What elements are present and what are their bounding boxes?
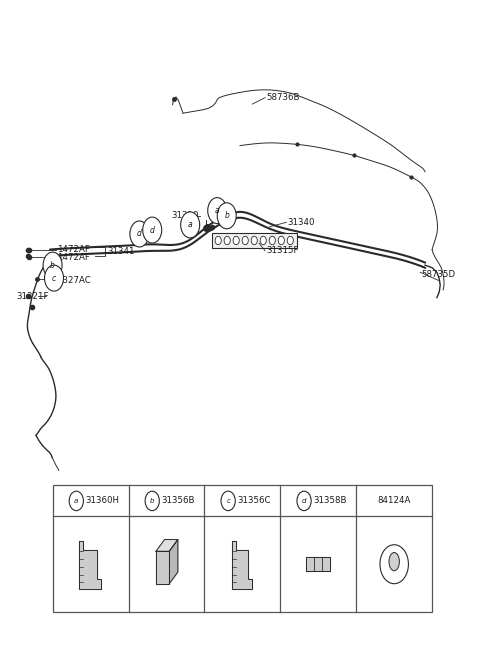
Circle shape bbox=[145, 491, 159, 511]
Text: 31360H: 31360H bbox=[86, 496, 120, 506]
Text: b: b bbox=[224, 212, 229, 220]
Circle shape bbox=[215, 236, 221, 245]
Text: 58735D: 58735D bbox=[421, 270, 456, 279]
Circle shape bbox=[143, 217, 162, 243]
Circle shape bbox=[43, 252, 62, 278]
Circle shape bbox=[224, 236, 230, 245]
Polygon shape bbox=[156, 540, 178, 552]
Text: d: d bbox=[302, 498, 306, 504]
Bar bbox=[53, 485, 432, 612]
Text: d: d bbox=[137, 229, 142, 238]
Circle shape bbox=[217, 203, 236, 229]
Text: 1472AF: 1472AF bbox=[57, 245, 90, 254]
Polygon shape bbox=[79, 542, 101, 589]
Ellipse shape bbox=[389, 553, 399, 571]
Polygon shape bbox=[169, 540, 178, 584]
Text: a: a bbox=[215, 206, 219, 215]
Text: 31315F: 31315F bbox=[266, 246, 299, 255]
Circle shape bbox=[269, 236, 276, 245]
Circle shape bbox=[130, 221, 149, 247]
Circle shape bbox=[242, 236, 248, 245]
Text: 31310: 31310 bbox=[171, 212, 199, 220]
Text: 31358B: 31358B bbox=[313, 496, 347, 506]
Text: 58736B: 58736B bbox=[266, 93, 300, 102]
Circle shape bbox=[287, 236, 293, 245]
Circle shape bbox=[233, 236, 240, 245]
Circle shape bbox=[278, 236, 284, 245]
Text: d: d bbox=[150, 225, 155, 234]
Polygon shape bbox=[156, 552, 169, 584]
Circle shape bbox=[45, 265, 63, 291]
Circle shape bbox=[251, 236, 257, 245]
Text: b: b bbox=[150, 498, 155, 504]
Polygon shape bbox=[306, 557, 330, 571]
Circle shape bbox=[380, 545, 408, 584]
Text: 31341: 31341 bbox=[107, 247, 135, 256]
Circle shape bbox=[208, 198, 227, 223]
Circle shape bbox=[221, 491, 235, 511]
Bar bbox=[212, 233, 297, 248]
Text: 31356B: 31356B bbox=[162, 496, 195, 506]
Text: a: a bbox=[188, 220, 192, 229]
Text: 84124A: 84124A bbox=[377, 496, 411, 506]
Circle shape bbox=[297, 491, 311, 511]
Text: 1472AF: 1472AF bbox=[57, 253, 90, 262]
Text: 31340: 31340 bbox=[288, 218, 315, 227]
Text: 31356C: 31356C bbox=[238, 496, 271, 506]
Text: c: c bbox=[52, 274, 56, 283]
Polygon shape bbox=[232, 542, 252, 589]
Circle shape bbox=[69, 491, 84, 511]
Text: b: b bbox=[50, 261, 55, 270]
Circle shape bbox=[180, 212, 200, 238]
Text: c: c bbox=[226, 498, 230, 504]
Text: 31321F: 31321F bbox=[16, 292, 48, 301]
Text: a: a bbox=[74, 498, 78, 504]
Circle shape bbox=[260, 236, 266, 245]
Text: 1327AC: 1327AC bbox=[57, 276, 91, 285]
